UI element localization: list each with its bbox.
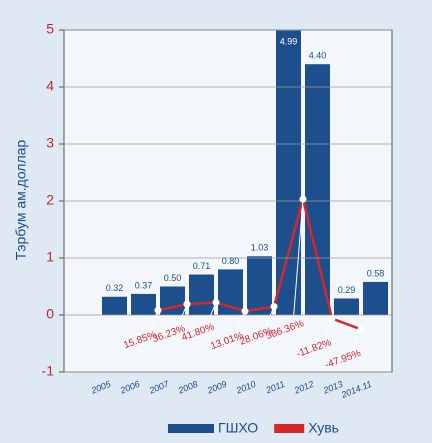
bar-value-label: 0.29 [338,285,356,295]
x-tick-label: 2012 [292,379,315,396]
bar-value-label: 1.03 [251,243,269,253]
line-point [270,303,278,311]
leader-line [292,199,304,325]
line-point [357,325,365,333]
bar [247,256,272,315]
x-tick-label: 2007 [147,378,171,396]
legend-label: Хувь [308,420,339,436]
x-tick-label: 2011 [264,379,287,396]
legend-label: ГШХО [218,420,258,436]
bar-value-label: 0.37 [135,280,153,290]
bar [276,30,301,315]
bar [102,296,127,315]
line-point [212,298,220,306]
leader-line [234,310,246,336]
y-tick-label: 0 [46,306,54,322]
legend-swatch [274,424,305,433]
leader-line [350,329,362,354]
x-tick-label: 2010 [234,379,257,396]
plot [102,30,388,331]
y-tick-label: 2 [46,192,54,208]
line-point [241,307,249,315]
bar [160,286,185,315]
x-tick-label: 2006 [118,379,141,396]
bar [305,64,330,315]
bar [189,274,214,315]
y-tick-label: 1 [46,249,54,265]
y-axis-label: Тэрбум ам.доллар [13,140,29,261]
x-tick-label: 2009 [205,379,228,396]
bar-value-label: 4.40 [309,51,327,61]
x-tick-label: 2014.11 [339,379,373,401]
leader-line [176,303,188,329]
line-point [299,195,307,203]
bar-value-label: 0.58 [367,268,385,278]
line-point [183,300,191,308]
bar [334,298,359,315]
bar-value-label: 0.80 [222,256,240,266]
bar-value-label: 4.99 [280,36,298,46]
bar [131,293,156,315]
leader-line [321,318,333,343]
y-tick-label: 4 [46,78,54,94]
y-tick-label: 5 [46,21,54,37]
y-tick-label: 3 [46,135,54,151]
leader-line [205,302,217,327]
bar-value-label: 0.71 [193,261,211,271]
x-tick-label: 2005 [89,378,113,396]
leader-line [147,310,159,335]
bar-value-label: 0.50 [164,273,182,283]
bar [363,281,388,315]
x-tick-label: 2008 [176,379,199,396]
legend-swatch [168,424,214,433]
line-point [154,306,162,314]
line [157,198,362,331]
bar-value-label: 0.32 [106,283,124,293]
line-point [328,315,336,323]
y-tick-label: -1 [42,363,55,379]
leader-line [263,306,275,331]
